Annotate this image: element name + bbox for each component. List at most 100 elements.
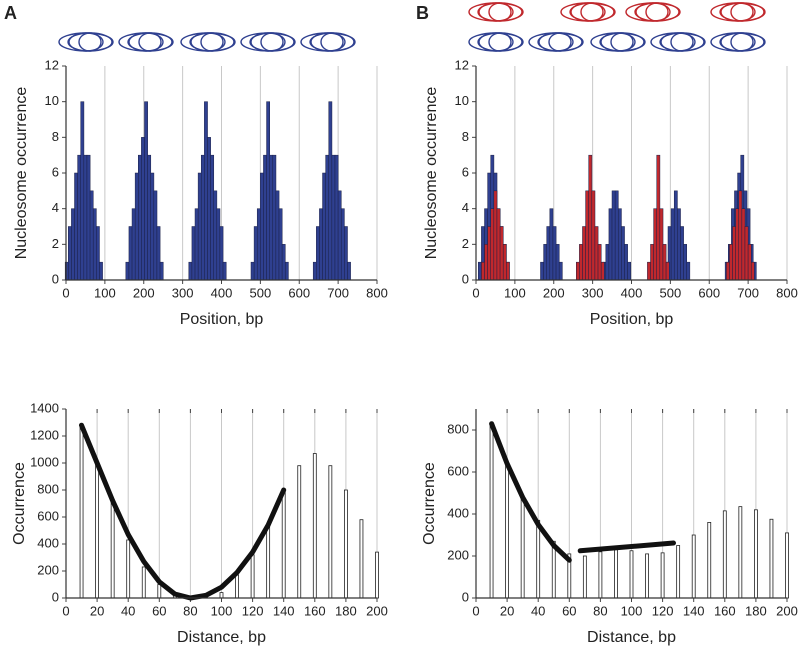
y-tick-label: 12 (45, 57, 59, 72)
x-tick-label: 0 (62, 285, 69, 300)
x-tick-label: 60 (152, 603, 166, 618)
bar (506, 261, 510, 281)
y-tick-label: 1200 (30, 427, 59, 442)
nucleosome-ring (670, 32, 694, 52)
bar (325, 154, 330, 281)
bar (219, 592, 224, 599)
bar (222, 261, 227, 281)
bar (676, 545, 681, 599)
nucleosome-ring (488, 2, 512, 22)
bar (322, 172, 326, 281)
bar (750, 261, 755, 281)
bar (598, 551, 603, 599)
bar (647, 261, 651, 281)
bar (735, 208, 740, 281)
x-tick-label: 600 (698, 285, 720, 300)
bar (769, 518, 774, 599)
bar (487, 226, 492, 281)
bar (726, 261, 730, 281)
nucleosome-ring (548, 32, 572, 52)
bar (576, 261, 580, 281)
bar (677, 208, 681, 281)
y-tick-label: 600 (447, 463, 469, 478)
bar (624, 244, 628, 281)
x-tick-label: 80 (593, 603, 607, 618)
x-tick-label: 0 (472, 285, 479, 300)
bar (312, 261, 317, 281)
bar (484, 244, 488, 281)
bar (210, 154, 215, 281)
bar (156, 226, 161, 281)
fit-line (489, 421, 572, 563)
bar (153, 190, 158, 281)
nucleosome-icon (590, 32, 646, 52)
bar (194, 208, 199, 281)
bar (680, 226, 684, 281)
bar (543, 244, 548, 281)
bar (691, 534, 696, 599)
bar (591, 190, 596, 281)
bar (582, 555, 587, 599)
bar (754, 509, 758, 599)
bar (96, 226, 100, 281)
bar (686, 261, 691, 281)
bar (621, 226, 625, 281)
bar (614, 549, 618, 599)
bar (597, 244, 602, 281)
x-tick-label: 180 (745, 603, 767, 618)
bar (328, 101, 333, 281)
bar (579, 244, 583, 281)
y-tick-label: 0 (462, 271, 469, 286)
y-tick-label: 0 (52, 589, 59, 604)
bar (204, 101, 208, 281)
bar (68, 226, 72, 281)
panel-label: B (416, 3, 429, 23)
x-tick-label: 600 (288, 285, 310, 300)
bar (269, 154, 274, 281)
nucleosome-ring (645, 2, 669, 22)
y-tick-label: 600 (37, 508, 59, 523)
y-tick-label: 6 (462, 164, 469, 179)
nucleosome-ring (580, 2, 604, 22)
y-tick-label: 1000 (30, 454, 59, 469)
bar (83, 154, 88, 281)
y-tick-label: 200 (37, 562, 59, 577)
bar (337, 190, 342, 281)
bar (138, 154, 142, 281)
bar (489, 423, 494, 599)
bar (785, 532, 789, 599)
bar (319, 208, 323, 281)
bar (157, 584, 162, 599)
x-tick-label: 160 (714, 603, 736, 618)
bar (281, 244, 286, 281)
bar (272, 154, 277, 281)
y-axis-title: Occurrence (421, 462, 438, 545)
x-tick-label: 120 (652, 603, 674, 618)
bar (741, 208, 746, 281)
bar (197, 172, 202, 281)
nucleosome-icon (650, 32, 706, 52)
bar (334, 154, 339, 281)
nucleosome-icon (240, 32, 296, 52)
bar (650, 244, 654, 281)
bar (585, 190, 590, 281)
y-tick-label: 0 (52, 271, 59, 286)
x-axis-title: Position, bp (180, 311, 264, 328)
bar (263, 154, 267, 281)
bar (722, 510, 727, 599)
bar (79, 424, 84, 599)
bar (617, 208, 622, 281)
panel-label: A (4, 3, 17, 23)
bar (493, 190, 498, 281)
x-tick-label: 140 (273, 603, 295, 618)
bar (629, 550, 634, 599)
x-tick-label: 140 (683, 603, 705, 618)
x-tick-label: 160 (304, 603, 326, 618)
x-tick-label: 20 (90, 603, 104, 618)
y-axis-title: Occurrence (11, 462, 28, 545)
bar (77, 154, 82, 281)
bar (207, 137, 211, 281)
x-tick-label: 200 (366, 603, 388, 618)
bar (266, 101, 270, 281)
y-tick-label: 200 (447, 547, 469, 562)
